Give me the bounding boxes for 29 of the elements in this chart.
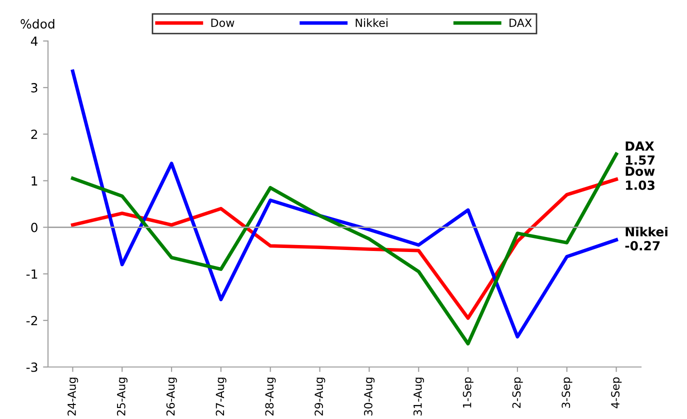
legend-label: DAX	[510, 18, 532, 27]
y-tick-label: 4	[30, 36, 38, 46]
x-tick-label: 24-Aug	[68, 378, 78, 416]
y-tick-label: 3	[31, 83, 38, 92]
annotation: Nikkei -0.27	[625, 226, 668, 250]
x-tick-label: 29-Aug	[314, 378, 326, 416]
annotation: Dow 1.03	[626, 166, 655, 190]
y-tick-label: -2	[26, 316, 38, 326]
x-tick-label: 27-Aug	[216, 378, 226, 416]
x-tick-label: 28-Aug	[265, 378, 276, 416]
x-tick-label: 26-Aug	[166, 378, 177, 416]
x-tick-label: 30-Aug	[364, 378, 375, 416]
x-tick-label: 3-Sep	[562, 377, 572, 408]
x-tick-label: 25-Aug	[116, 378, 128, 416]
x-tick-label: 1-Sep	[462, 377, 474, 408]
y-axis-title: %dod	[20, 18, 54, 29]
x-tick-label: 4-Sep	[611, 377, 622, 408]
annotation: DAX 1.57	[626, 142, 654, 165]
line-series	[70, 152, 618, 346]
y-tick-label: 2	[31, 130, 38, 139]
legend-label: Nikkei	[356, 18, 388, 27]
legend-label: Dow	[211, 18, 234, 27]
x-tick-label: 2-Sep	[512, 377, 523, 408]
y-tick-label: 1	[32, 176, 38, 186]
line-series	[70, 70, 618, 338]
y-tick-label: 0	[31, 222, 38, 232]
y-tick-label: -3	[26, 362, 38, 372]
y-tick-label: -1	[26, 269, 38, 279]
x-tick-label: 31-Aug	[413, 378, 424, 416]
